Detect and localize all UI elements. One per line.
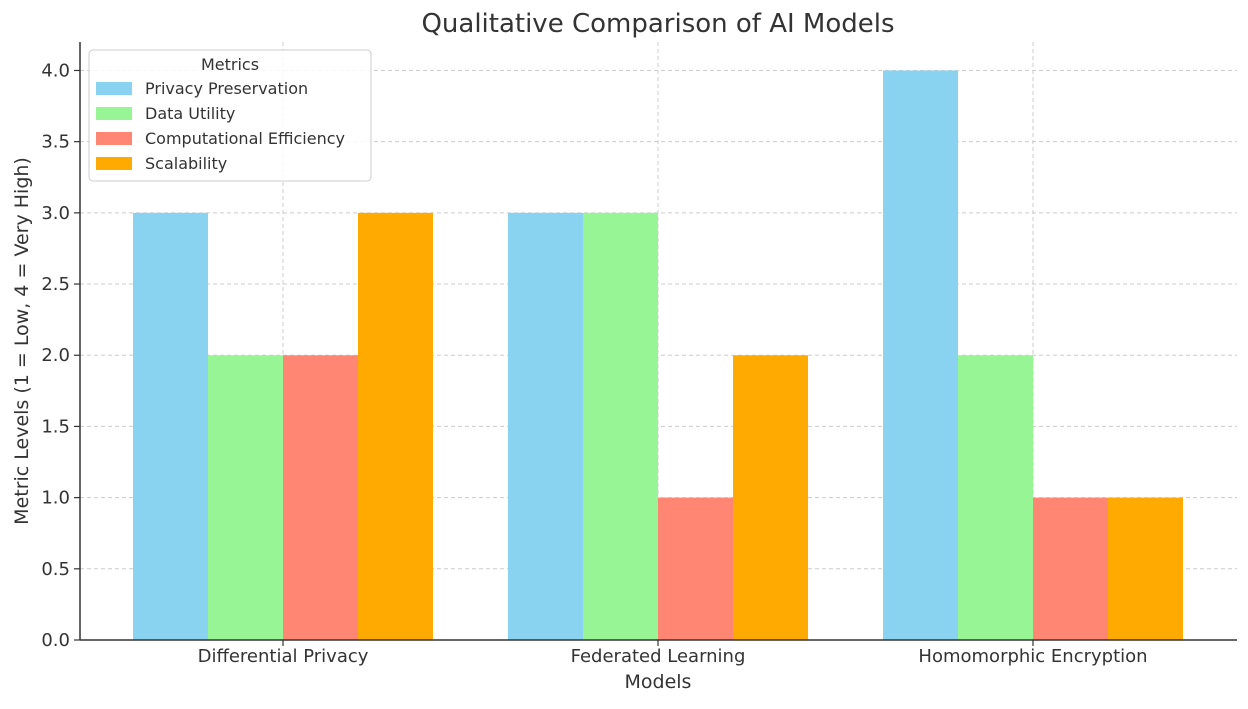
legend-box: [88, 49, 372, 182]
y-tick-label: 2.0: [41, 345, 70, 366]
legend-swatch: [96, 157, 132, 170]
y-tick-label: 3.5: [41, 132, 70, 153]
bar-computational-efficiency: [283, 355, 358, 640]
legend-swatch: [96, 107, 132, 120]
legend-items: Privacy Preservation Data Utility Computat…: [96, 79, 345, 173]
bar-scalability: [1108, 497, 1183, 640]
bars: [133, 70, 1183, 640]
axes: 0.0 0.5 1.0 1.5 2.0 2.5 3.0 3.5 4.0 Differential …: [41, 42, 1237, 667]
y-tick-label: 4.0: [41, 60, 70, 81]
y-tick-label: 1.5: [41, 416, 70, 437]
legend: Metrics Privacy Preservation Data Utility…: [88, 49, 372, 182]
legend-label: Computational Efficiency: [145, 129, 345, 148]
y-tick-label: 0.5: [41, 559, 70, 580]
bar-data-utility: [208, 355, 283, 640]
bar-computational-efficiency: [658, 497, 733, 640]
legend-label: Data Utility: [145, 104, 235, 123]
y-tick-label: 1.0: [41, 488, 70, 509]
bar-privacy-preservation: [133, 212, 208, 640]
bar-computational-efficiency: [1033, 497, 1108, 640]
bar-data-utility: [583, 212, 658, 640]
legend-title: Metrics: [201, 55, 259, 74]
y-tick-label: 2.5: [41, 274, 70, 295]
bar-scalability: [733, 355, 808, 640]
x-tick-label: Federated Learning: [571, 646, 746, 667]
bar-scalability: [358, 212, 433, 640]
x-tick-label: Homomorphic Encryption: [918, 646, 1147, 667]
y-tick-label: 3.0: [41, 203, 70, 224]
bar-data-utility: [958, 355, 1033, 640]
legend-swatch: [96, 132, 132, 145]
legend-label: Scalability: [145, 154, 227, 173]
legend-label: Privacy Preservation: [145, 79, 308, 98]
x-axis-label: Models: [625, 671, 692, 693]
bar-privacy-preservation: [883, 70, 958, 640]
bar-privacy-preservation: [508, 212, 583, 640]
y-axis-label: Metric Levels (1 = Low, 4 = Very High): [11, 157, 33, 525]
x-tick-label: Differential Privacy: [198, 646, 369, 667]
y-tick-label: 0.0: [41, 630, 70, 651]
legend-swatch: [96, 82, 132, 95]
chart-title: Qualitative Comparison of AI Models: [421, 9, 894, 39]
